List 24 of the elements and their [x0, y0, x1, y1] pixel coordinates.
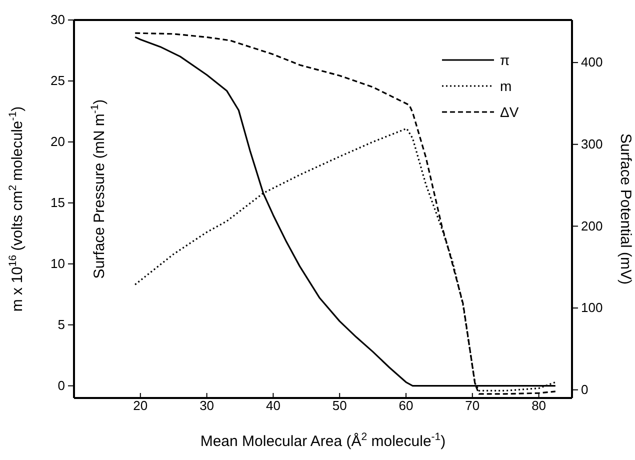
y-tick-label: 0	[58, 378, 65, 393]
x-tick-label: 80	[532, 398, 546, 414]
y2-tick-label: 100	[581, 300, 603, 316]
legend-label: π	[500, 52, 510, 68]
y2-tick-label: 300	[581, 136, 603, 152]
y2-tick-label: 0	[581, 382, 588, 397]
y-tick-label: 20	[50, 134, 65, 150]
x-axis-title: Mean Molecular Area (Å$^{2}$ molecule$^{-1}$)	[200, 431, 446, 450]
y2-axis-title: Surface Potential (mV)	[617, 134, 634, 284]
y-tick-label: 5	[58, 317, 65, 332]
legend-label: m	[500, 78, 512, 94]
y2-tick-label: 200	[581, 218, 603, 234]
legend-label: ΔV	[500, 104, 520, 120]
y-tick-label: 10	[50, 256, 65, 272]
x-tick-label: 70	[465, 398, 480, 414]
x-tick-label: 60	[398, 398, 414, 414]
y-tick-label: 30	[50, 12, 65, 28]
y-tick-label: 15	[50, 195, 65, 210]
x-tick-label: 50	[332, 398, 347, 414]
x-tick-label: 20	[133, 398, 148, 414]
y-tick-label: 25	[50, 73, 65, 88]
y2-tick-label: 400	[581, 54, 603, 70]
x-tick-label: 40	[266, 398, 280, 414]
x-tick-label: 30	[200, 398, 214, 414]
